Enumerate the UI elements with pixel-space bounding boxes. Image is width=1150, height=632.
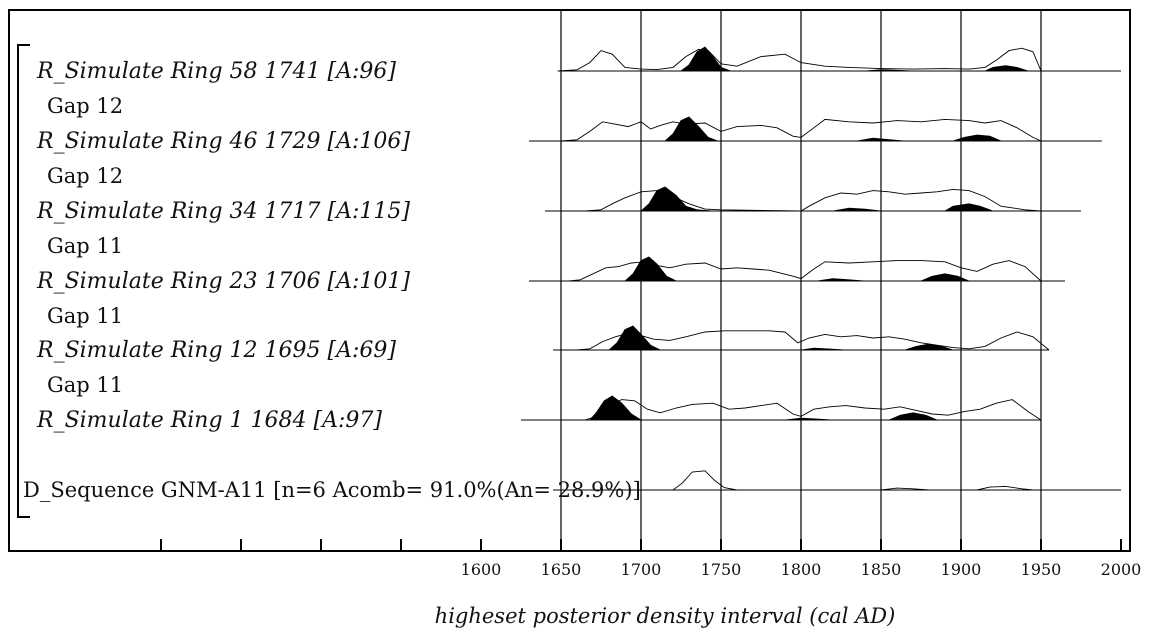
posterior-distribution-4 (639, 186, 714, 212)
row-label-9: Gap 11 (47, 373, 123, 397)
posterior-distribution-0 (984, 65, 1029, 72)
posterior-distribution-2 (663, 116, 718, 142)
prior-distribution-11 (672, 470, 1034, 491)
x-tick-label-1850: 1850 (861, 560, 902, 579)
prior-distribution-4 (584, 188, 1042, 212)
x-tick-label-2000: 2000 (1101, 560, 1142, 579)
posterior-distribution-8 (904, 343, 954, 351)
posterior-distribution-2 (856, 137, 906, 142)
x-tick-label-1800: 1800 (781, 560, 822, 579)
posterior-distribution-4 (943, 203, 994, 212)
posterior-distribution-8 (800, 347, 846, 351)
x-tick-label-1600: 1600 (461, 560, 502, 579)
x-tick-label-1900: 1900 (941, 560, 982, 579)
row-label-5: Gap 11 (47, 234, 123, 258)
posterior-distribution-0 (864, 69, 914, 72)
row-label-3: Gap 12 (47, 164, 123, 188)
prior-distribution-2 (560, 118, 1042, 142)
row-label-11: D_Sequence GNM-A11 [n=6 Acomb= 91.0%(An=… (23, 478, 641, 502)
posterior-distribution-6 (920, 273, 970, 282)
posterior-distribution-0 (679, 46, 731, 72)
row-label-4: R_Simulate Ring 34 1717 [A:115] (36, 199, 410, 224)
row-label-0: R_Simulate Ring 58 1741 [A:96] (36, 59, 396, 84)
prior-distribution-0 (557, 47, 1042, 72)
x-tick-label-1700: 1700 (621, 560, 662, 579)
posterior-distribution-2 (952, 134, 1002, 142)
row-label-6: R_Simulate Ring 23 1706 [A:101] (36, 269, 410, 294)
sequence-bracket (17, 44, 30, 518)
posterior-distribution-4 (832, 207, 882, 212)
x-axis-title: higheset posterior density interval (cal… (435, 604, 896, 628)
x-tick-label-1750: 1750 (701, 560, 742, 579)
posterior-distribution-10 (588, 395, 643, 421)
posterior-distribution-8 (607, 325, 661, 351)
posterior-distribution-10 (888, 412, 938, 421)
posterior-distribution-6 (816, 278, 866, 282)
x-tick-label-1650: 1650 (541, 560, 582, 579)
row-label-10: R_Simulate Ring 1 1684 [A:97] (36, 408, 382, 433)
posterior-distribution-10 (784, 417, 834, 421)
row-label-7: Gap 11 (47, 304, 123, 328)
row-label-2: R_Simulate Ring 46 1729 [A:106] (36, 129, 410, 154)
row-label-1: Gap 12 (47, 94, 123, 118)
posterior-distribution-6 (623, 256, 677, 282)
plot-frame (8, 9, 1131, 552)
prior-distribution-10 (584, 399, 1042, 421)
prior-distribution-6 (568, 260, 1042, 282)
row-label-8: R_Simulate Ring 12 1695 [A:69] (36, 338, 396, 363)
x-tick-label-1950: 1950 (1021, 560, 1062, 579)
